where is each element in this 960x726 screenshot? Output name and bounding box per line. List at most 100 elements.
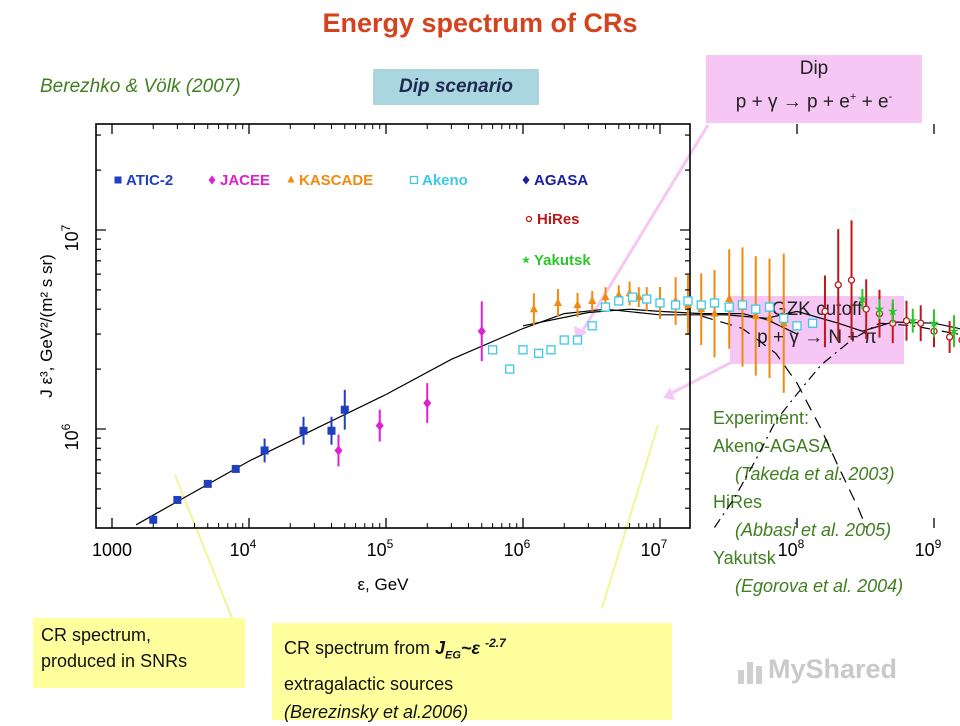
dip-reaction-mid: + e (856, 91, 889, 113)
y-tick-label: 107 (59, 224, 82, 251)
experiment-yakutsk-ref: (Egorova et al. 2004) (735, 576, 904, 596)
data-point-kascade (601, 292, 610, 301)
data-point-akeno (724, 302, 734, 312)
data-point-kascade (573, 299, 582, 308)
data-point-hires (902, 317, 911, 325)
data-point-jacee (334, 445, 343, 456)
data-point-atic-2 (149, 515, 158, 524)
data-point-akeno (487, 345, 498, 355)
data-point-akeno (807, 318, 818, 328)
gzk-title: GZK cutoff (771, 299, 863, 320)
data-point-akeno (792, 321, 802, 331)
watermark-text: MyShared (768, 654, 898, 684)
legend-label-akeno: Akeno (422, 172, 468, 189)
plot-frame (95, 123, 691, 529)
data-point-akeno (546, 345, 556, 355)
data-point-akeno (683, 296, 693, 306)
watermark-logo-icon (738, 662, 762, 684)
data-point-hires (917, 319, 925, 327)
scenario-label: Dip scenario (398, 76, 514, 97)
gzk-pointer-line (667, 360, 733, 397)
dip-sup-plus: + (849, 91, 857, 103)
snr-annotation-box: CR spectrum, produced in SNRs (33, 618, 245, 688)
experiment-akeno-agasa: Akeno-AGASA (713, 436, 833, 456)
data-point-atic-2 (327, 426, 336, 435)
dip-reaction: p + γ → p + e+ + e- (706, 83, 922, 116)
eg-line-3: (Berezinsky et al.2006) (284, 701, 469, 722)
data-point-akeno (533, 348, 544, 358)
y-tick-label: 106 (59, 423, 82, 450)
data-point-atic-2 (231, 464, 240, 473)
snr-line-1: CR spectrum, (41, 625, 152, 645)
legend-label-kascade: KASCADE (299, 172, 373, 189)
legend-label-yakutsk: Yakutsk (534, 252, 591, 269)
data-point-akeno (670, 300, 681, 310)
data-point-atic-2 (299, 426, 308, 435)
x-tick-label: 108 (778, 537, 805, 560)
data-point-akeno (627, 292, 638, 302)
slide-title: Energy spectrum of CRs (322, 8, 638, 38)
data-point-akeno (696, 300, 706, 310)
curve-galactic-SNR (701, 315, 867, 528)
x-tick-label: 104 (230, 537, 257, 560)
eg-line-1: CR spectrum from JEG~ε -2.7 (284, 629, 660, 670)
snr-line-2: produced in SNRs (41, 651, 188, 671)
legend-marker-hires (525, 215, 533, 223)
data-point-akeno (764, 302, 775, 312)
dip-pointer-line (578, 124, 710, 336)
data-point-kascade (725, 294, 734, 303)
data-point-kascade (765, 313, 774, 322)
data-point-akeno (518, 345, 528, 355)
data-point-akeno (779, 313, 789, 323)
experiment-hires-ref: (Abbasi et al. 2005) (735, 520, 892, 540)
legend-marker-atic-2 (114, 176, 122, 184)
data-point-hires (847, 276, 856, 284)
curve-total (135, 308, 960, 526)
eg-pointer-line (601, 424, 659, 609)
data-point-akeno (709, 298, 720, 308)
eg-exponent: -2.7 (485, 636, 506, 650)
eg-j-symbol: J (435, 638, 446, 658)
data-point-akeno (572, 335, 583, 345)
data-point-atic-2 (173, 495, 182, 504)
curve-extragalactic (714, 322, 959, 528)
data-point-yakutsk (887, 306, 898, 316)
x-axis-label: ε, GeV (357, 575, 409, 594)
data-point-akeno (751, 304, 761, 314)
data-point-atic-2 (203, 479, 212, 488)
dip-title: Dip (799, 58, 829, 79)
experiment-yakutsk: Yakutsk (713, 548, 776, 568)
x-tick-label: 1000 (92, 540, 132, 560)
data-point-yakutsk (907, 315, 918, 325)
y-axis-label: J ε³, GeV²/(m² s sr) (37, 254, 56, 398)
data-point-akeno (505, 364, 515, 374)
eg-line-2: extragalactic sources (284, 673, 454, 694)
data-point-akeno (600, 302, 611, 312)
dip-annotation-box: Dip p + γ → p + e+ + e- (706, 55, 922, 123)
legend-marker-akeno (409, 175, 419, 185)
experiment-list: Experiment: Akeno-AGASA (Takeda et al. 2… (713, 404, 903, 600)
data-point-jacee (423, 398, 432, 409)
data-point-hires (834, 281, 842, 289)
data-point-atic-2 (260, 446, 269, 455)
data-point-yakutsk (874, 304, 885, 314)
data-point-akeno (559, 335, 569, 345)
data-point-akeno (655, 298, 665, 308)
data-point-kascade (553, 297, 562, 306)
data-point-yakutsk (929, 318, 939, 328)
experiment-heading: Experiment: (713, 408, 810, 428)
data-point-akeno (587, 321, 597, 331)
x-tick-label: 105 (367, 537, 394, 560)
x-tick-label: 107 (641, 537, 668, 560)
data-point-hires (945, 333, 954, 341)
experiment-hires: HiRes (713, 492, 763, 512)
data-point-yakutsk (949, 326, 959, 336)
legend-label-jacee: JACEE (220, 172, 270, 189)
data-point-hires (862, 305, 870, 313)
legend-marker-jacee (208, 175, 216, 185)
data-point-akeno (614, 296, 624, 306)
extragalactic-annotation-box: CR spectrum from JEG~ε -2.7 extragalacti… (272, 623, 672, 722)
data-point-jacee (375, 420, 384, 431)
x-tick-label: 109 (915, 537, 942, 560)
eg-tilde-eps: ~ε (460, 638, 486, 658)
